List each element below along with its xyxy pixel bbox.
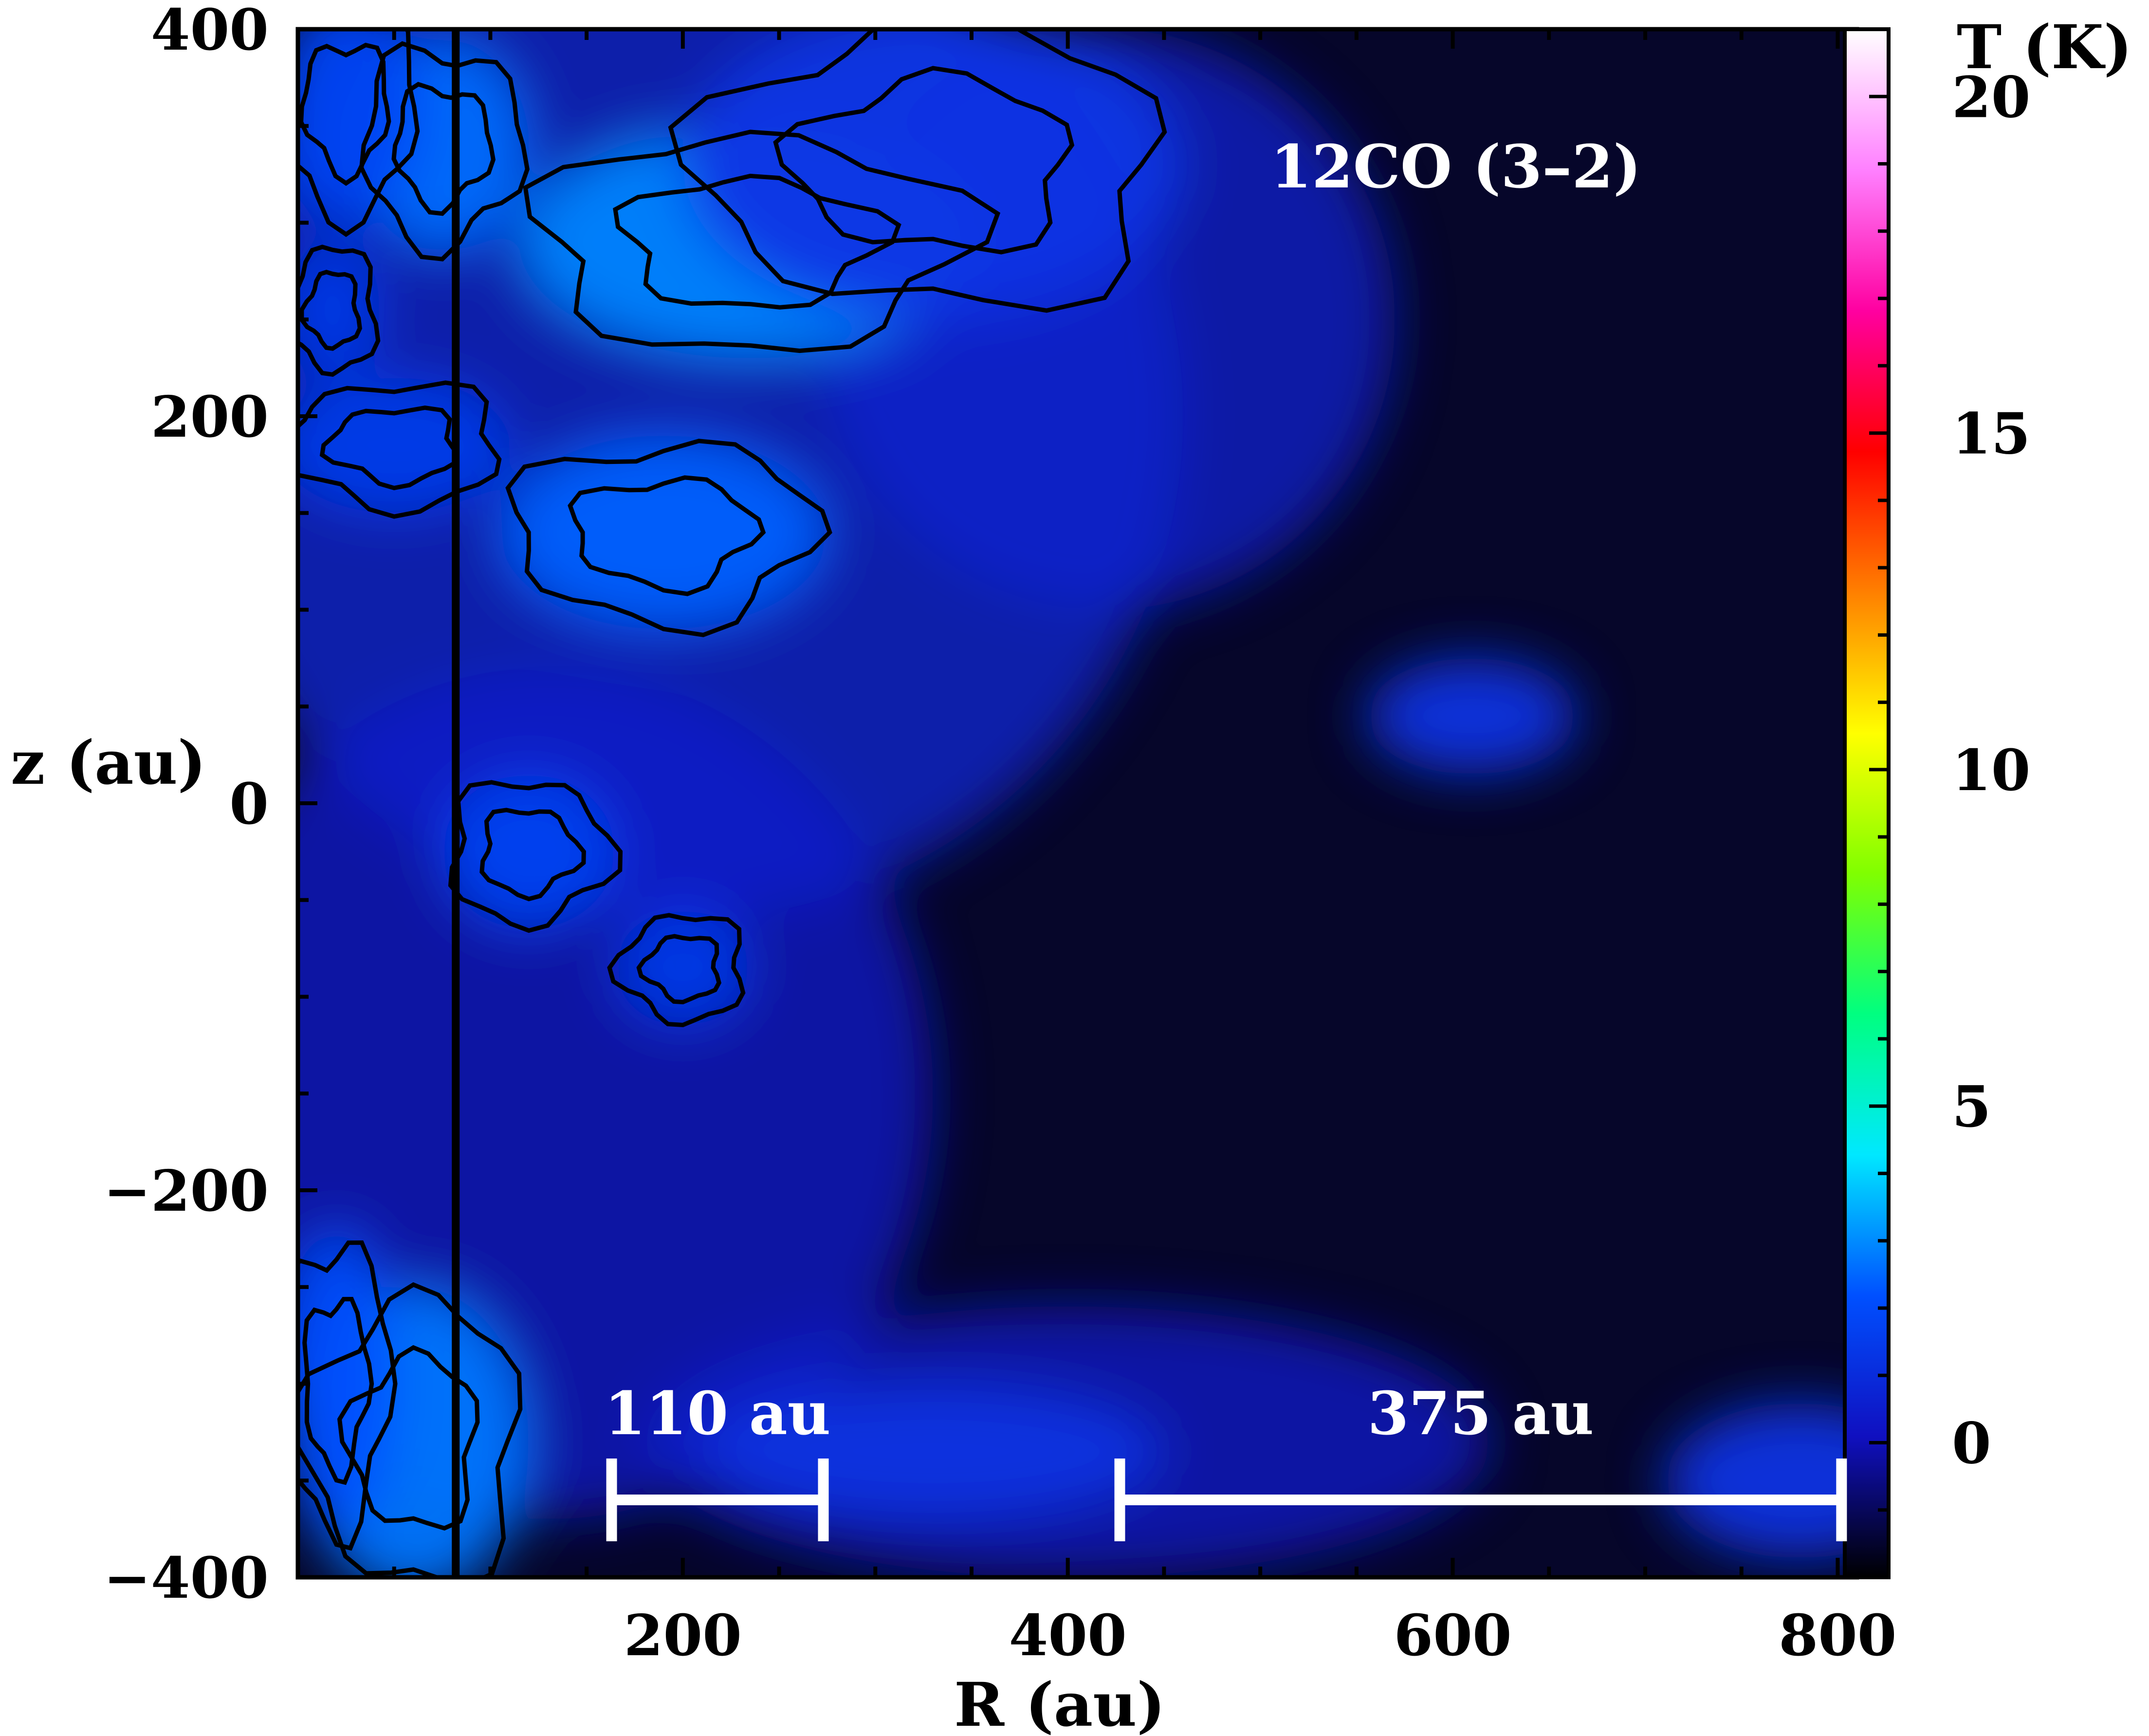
x-tick-label: 600: [1394, 1603, 1512, 1669]
contour-line: [391, 82, 496, 216]
contour-line: [607, 913, 746, 1028]
scale-bar-label: 110 au: [605, 1378, 831, 1448]
colorbar: [1843, 27, 1891, 1579]
x-axis-ticks: [392, 29, 1840, 1577]
contour-layer: [298, 29, 1167, 1577]
emission-region: [702, 1384, 1164, 1519]
emission-region: [1664, 1403, 1857, 1558]
emission-region: [682, 29, 1183, 320]
contour-line: [298, 1240, 398, 1551]
y-tick-label: 400: [151, 0, 269, 63]
contour-line: [636, 934, 722, 1005]
contour-line: [568, 475, 766, 596]
scale-bars: [606, 1459, 1847, 1541]
colorbar-tick-label: 15: [1952, 401, 2030, 467]
contour-line: [298, 244, 381, 377]
contour-line: [298, 1282, 523, 1577]
contour-line: [337, 1345, 480, 1531]
contour-line: [505, 439, 832, 637]
plot-area: [298, 29, 1857, 1577]
y-tick-label: −200: [104, 1158, 269, 1224]
emission-region: [500, 435, 827, 629]
y-axis-ticks: [298, 27, 317, 1579]
contour-line: [319, 405, 460, 491]
y-tick-label: 0: [229, 771, 269, 837]
y-axis-label: z (au): [11, 728, 206, 798]
contour-line: [448, 780, 623, 933]
y-tick-label: 200: [151, 384, 269, 450]
colorbar-label: T (K): [1957, 12, 2132, 83]
x-axis-label: R (au): [954, 1670, 1165, 1736]
x-tick-label: 200: [624, 1603, 742, 1669]
colorbar-tick-label: 10: [1952, 738, 2030, 804]
contour-line: [668, 29, 1167, 313]
contour-line: [359, 41, 530, 262]
emission-region: [1366, 658, 1578, 775]
contour-line: [298, 29, 420, 237]
scale-bar-label: 375 au: [1367, 1378, 1594, 1448]
contour-line: [523, 129, 1001, 353]
contour-line: [299, 270, 362, 351]
colorbar-tick-label: 5: [1952, 1074, 1991, 1140]
x-tick-label: 400: [1009, 1603, 1127, 1669]
colorbar-tick-label: 20: [1952, 64, 2030, 130]
emission-region: [298, 377, 510, 513]
colorbar-tick-label: 0: [1952, 1410, 1991, 1477]
contour-line: [479, 808, 586, 902]
x-tick-label: 800: [1779, 1603, 1896, 1669]
contour-line: [299, 42, 391, 186]
emission-region: [615, 909, 751, 1026]
colorbar-ticks: [1869, 27, 1889, 1512]
y-tick-label: −400: [104, 1545, 269, 1611]
contour-line: [773, 66, 1075, 255]
chart-title: 12CO (3–2): [1270, 131, 1641, 202]
emission-region: [442, 774, 616, 929]
emission-region: [298, 29, 423, 223]
